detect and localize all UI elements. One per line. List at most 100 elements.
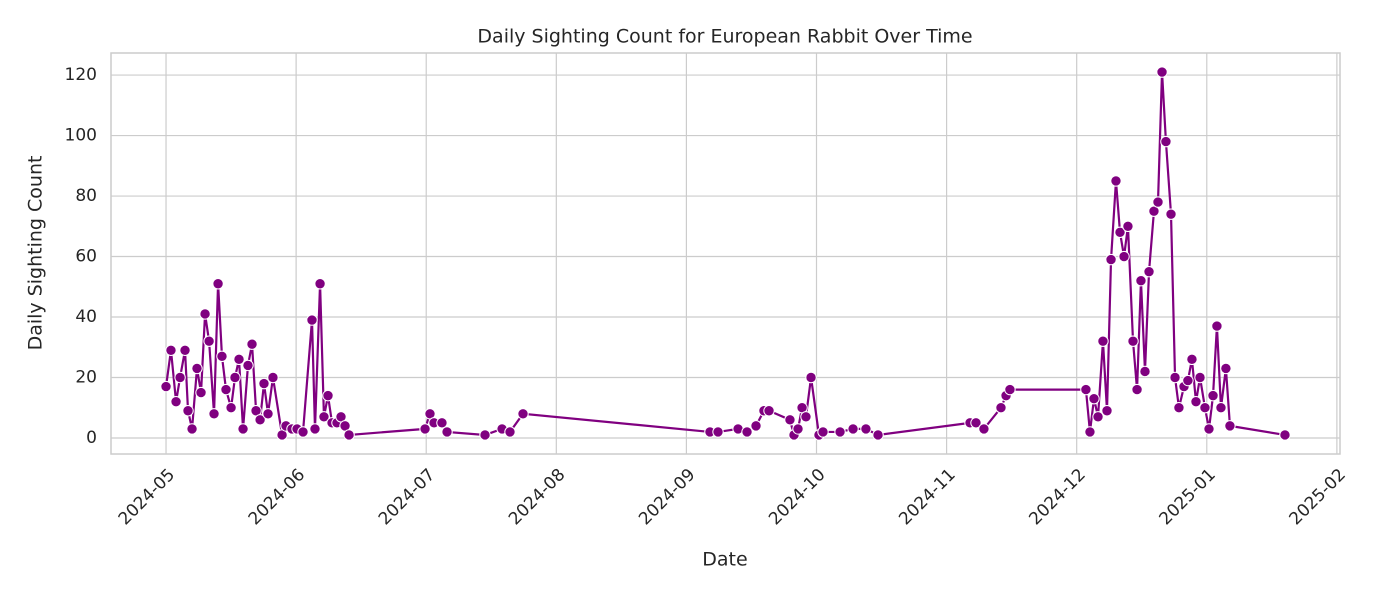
data-point [322, 389, 334, 402]
chart-title: Daily Sighting Count for European Rabbit… [477, 26, 972, 48]
data-point [229, 371, 241, 384]
data-point [1160, 135, 1172, 148]
data-point [179, 344, 191, 356]
data-point [763, 405, 775, 417]
data-point [1156, 66, 1168, 78]
data-point [254, 414, 266, 426]
data-point [212, 278, 224, 290]
data-point [1088, 392, 1100, 405]
data-point [1122, 220, 1134, 232]
x-tick-label: 2024-06 [245, 465, 309, 529]
plot-frame [110, 52, 1341, 455]
data-point [165, 344, 177, 356]
data-point [1101, 405, 1113, 417]
data-point [970, 417, 982, 429]
data-point [1165, 208, 1177, 220]
x-tick-label: 2024-08 [505, 465, 569, 529]
x-tick-label: 2024-09 [635, 465, 699, 529]
data-point [1224, 420, 1236, 432]
data-point [216, 350, 228, 363]
data-point [160, 380, 172, 393]
data-point [1143, 265, 1155, 278]
data-point [1207, 389, 1219, 402]
data-point [800, 411, 812, 423]
data-point [225, 402, 237, 414]
data-point [199, 308, 211, 320]
data-point [208, 408, 220, 420]
data-point [750, 420, 762, 432]
data-point [1182, 374, 1194, 387]
data-point [1215, 402, 1227, 414]
data-point [297, 426, 309, 438]
data-point [220, 383, 232, 396]
data-point [712, 426, 724, 438]
data-point [436, 417, 448, 429]
data-point [1199, 402, 1211, 414]
x-tick-label: 2024-11 [895, 465, 959, 529]
data-point [1084, 426, 1096, 438]
data-point [995, 402, 1007, 414]
data-point [242, 359, 254, 372]
data-point [1211, 320, 1223, 332]
data-point [203, 335, 215, 347]
data-point [262, 408, 274, 420]
y-tick-label: 100 [65, 126, 97, 146]
data-point [741, 426, 753, 438]
data-point [195, 386, 207, 399]
data-point [306, 314, 318, 326]
data-point [517, 408, 529, 420]
data-point [1220, 362, 1232, 375]
y-tick-label: 60 [75, 247, 97, 267]
data-point [1190, 395, 1202, 408]
data-point [1110, 175, 1122, 187]
data-point [784, 414, 796, 426]
y-tick-label: 40 [75, 307, 97, 327]
data-point [1105, 253, 1117, 266]
data-point [504, 426, 516, 438]
data-point [309, 423, 321, 435]
data-point [182, 405, 194, 417]
data-point [343, 429, 355, 441]
data-point [834, 426, 846, 438]
data-point [1135, 275, 1147, 287]
data-point [258, 377, 270, 390]
data-point [860, 423, 872, 435]
data-point [817, 426, 829, 438]
data-point [805, 371, 817, 384]
y-tick-label: 120 [65, 65, 97, 85]
x-axis-label: Date [702, 549, 747, 571]
data-point [1004, 383, 1016, 396]
x-tick-label: 2024-10 [765, 465, 829, 529]
data-point [267, 371, 279, 384]
y-axis-label: Daily Sighting Count [25, 156, 47, 351]
x-tick-label: 2024-12 [1025, 465, 1089, 529]
data-point [1186, 353, 1198, 366]
x-tick-label: 2025-01 [1155, 465, 1219, 529]
data-point [314, 278, 326, 290]
data-point [419, 423, 431, 435]
x-tick-label: 2025-02 [1286, 465, 1350, 529]
data-point [237, 423, 249, 435]
data-point [1118, 250, 1130, 263]
data-point [792, 423, 804, 435]
x-tick-label: 2024-07 [375, 465, 439, 529]
data-point [978, 423, 990, 435]
data-point [872, 429, 884, 441]
data-point [1203, 423, 1215, 435]
x-tick-label: 2024-05 [115, 465, 179, 529]
data-point [847, 423, 859, 435]
data-point [191, 362, 203, 375]
data-point [233, 353, 245, 366]
y-tick-label: 0 [86, 428, 97, 448]
data-point [1173, 402, 1185, 414]
data-point [246, 338, 258, 350]
data-point [318, 411, 330, 423]
y-tick-label: 80 [75, 186, 97, 206]
data-point [1131, 383, 1143, 396]
data-point [1127, 335, 1139, 347]
data-point [1080, 383, 1092, 396]
data-point [1139, 365, 1151, 378]
data-point [1097, 335, 1109, 347]
